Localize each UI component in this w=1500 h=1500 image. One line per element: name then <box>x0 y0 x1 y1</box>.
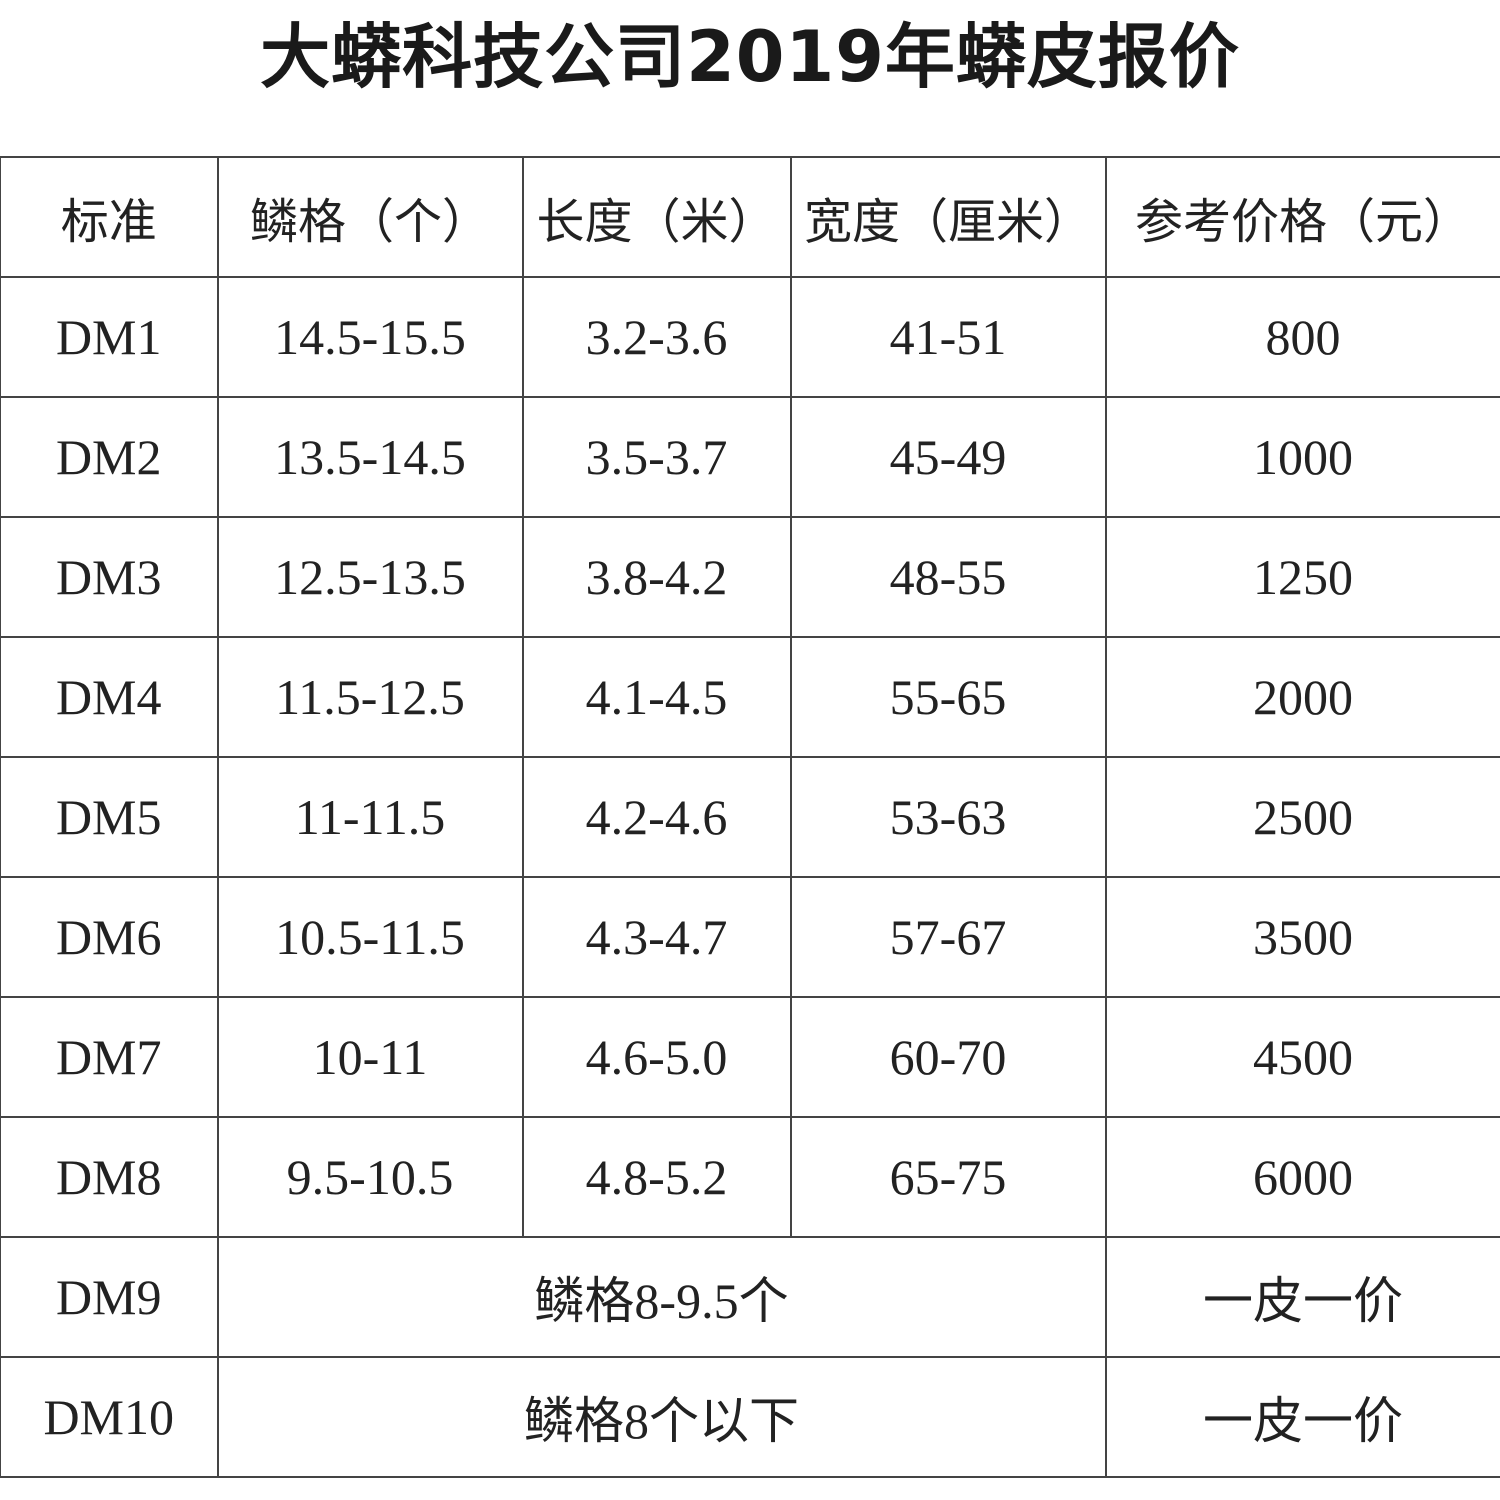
table-row: DM10 鳞格8个以下 一皮一价 <box>0 1356 1500 1478</box>
table-cell: 3.8-4.2 <box>521 516 792 638</box>
table-cell: 1000 <box>1104 396 1500 518</box>
table-cell: 14.5-15.5 <box>216 276 524 398</box>
table-row: DM2 13.5-14.5 3.5-3.7 45-49 1000 <box>0 396 1500 518</box>
table-cell: 3.5-3.7 <box>521 396 792 518</box>
table-cell: DM2 <box>0 396 219 518</box>
table-cell: 11.5-12.5 <box>216 636 524 758</box>
table-cell: 9.5-10.5 <box>216 1116 524 1238</box>
table-cell: DM7 <box>0 996 219 1118</box>
table-cell: 3500 <box>1104 876 1500 998</box>
table-cell: 800 <box>1104 276 1500 398</box>
table-row: DM1 14.5-15.5 3.2-3.6 41-51 800 <box>0 276 1500 398</box>
header-cell: 鳞格（个） <box>216 156 524 278</box>
merged-cell: 鳞格8个以下 <box>216 1356 1107 1478</box>
table-row: DM7 10-11 4.6-5.0 60-70 4500 <box>0 996 1500 1118</box>
table-cell: 53-63 <box>789 756 1107 878</box>
table-cell: 12.5-13.5 <box>216 516 524 638</box>
table-cell: 55-65 <box>789 636 1107 758</box>
table-cell: 4500 <box>1104 996 1500 1118</box>
table-row: DM5 11-11.5 4.2-4.6 53-63 2500 <box>0 756 1500 878</box>
table-cell: 10.5-11.5 <box>216 876 524 998</box>
table-cell: DM1 <box>0 276 219 398</box>
table-row: DM3 12.5-13.5 3.8-4.2 48-55 1250 <box>0 516 1500 638</box>
table-cell: 一皮一价 <box>1104 1356 1500 1478</box>
table-cell: 48-55 <box>789 516 1107 638</box>
table-cell: 2500 <box>1104 756 1500 878</box>
header-cell: 参考价格（元） <box>1104 156 1500 278</box>
table-cell: 60-70 <box>789 996 1107 1118</box>
table-cell: DM10 <box>0 1356 219 1478</box>
table-cell: DM9 <box>0 1236 219 1358</box>
table-cell: 4.6-5.0 <box>521 996 792 1118</box>
table-cell: 13.5-14.5 <box>216 396 524 518</box>
table-header-row: 标准 鳞格（个） 长度（米） 宽度（厘米） 参考价格（元） <box>0 156 1500 278</box>
table-cell: 45-49 <box>789 396 1107 518</box>
table-cell: 一皮一价 <box>1104 1236 1500 1358</box>
table-row: DM9 鳞格8-9.5个 一皮一价 <box>0 1236 1500 1358</box>
table-row: DM4 11.5-12.5 4.1-4.5 55-65 2000 <box>0 636 1500 758</box>
header-cell: 长度（米） <box>521 156 792 278</box>
table-cell: 65-75 <box>789 1116 1107 1238</box>
price-table: 标准 鳞格（个） 长度（米） 宽度（厘米） 参考价格（元） DM1 14.5-15… <box>0 156 1500 1478</box>
table-cell: DM6 <box>0 876 219 998</box>
table-cell: 41-51 <box>789 276 1107 398</box>
table-cell: 4.3-4.7 <box>521 876 792 998</box>
page-title: 大蟒科技公司2019年蟒皮报价 <box>260 16 1240 98</box>
table-cell: DM5 <box>0 756 219 878</box>
table-row: DM6 10.5-11.5 4.3-4.7 57-67 3500 <box>0 876 1500 998</box>
header-cell: 宽度（厘米） <box>789 156 1107 278</box>
merged-cell: 鳞格8-9.5个 <box>216 1236 1107 1358</box>
table-row: DM8 9.5-10.5 4.8-5.2 65-75 6000 <box>0 1116 1500 1238</box>
table-cell: 10-11 <box>216 996 524 1118</box>
table-cell: DM3 <box>0 516 219 638</box>
table-cell: 4.2-4.6 <box>521 756 792 878</box>
table-cell: DM8 <box>0 1116 219 1238</box>
table-cell: 1250 <box>1104 516 1500 638</box>
header-cell: 标准 <box>0 156 219 278</box>
table-cell: 6000 <box>1104 1116 1500 1238</box>
table-cell: 4.1-4.5 <box>521 636 792 758</box>
table-cell: 11-11.5 <box>216 756 524 878</box>
table-cell: 3.2-3.6 <box>521 276 792 398</box>
table-cell: 2000 <box>1104 636 1500 758</box>
table-cell: 4.8-5.2 <box>521 1116 792 1238</box>
table-cell: DM4 <box>0 636 219 758</box>
table-cell: 57-67 <box>789 876 1107 998</box>
